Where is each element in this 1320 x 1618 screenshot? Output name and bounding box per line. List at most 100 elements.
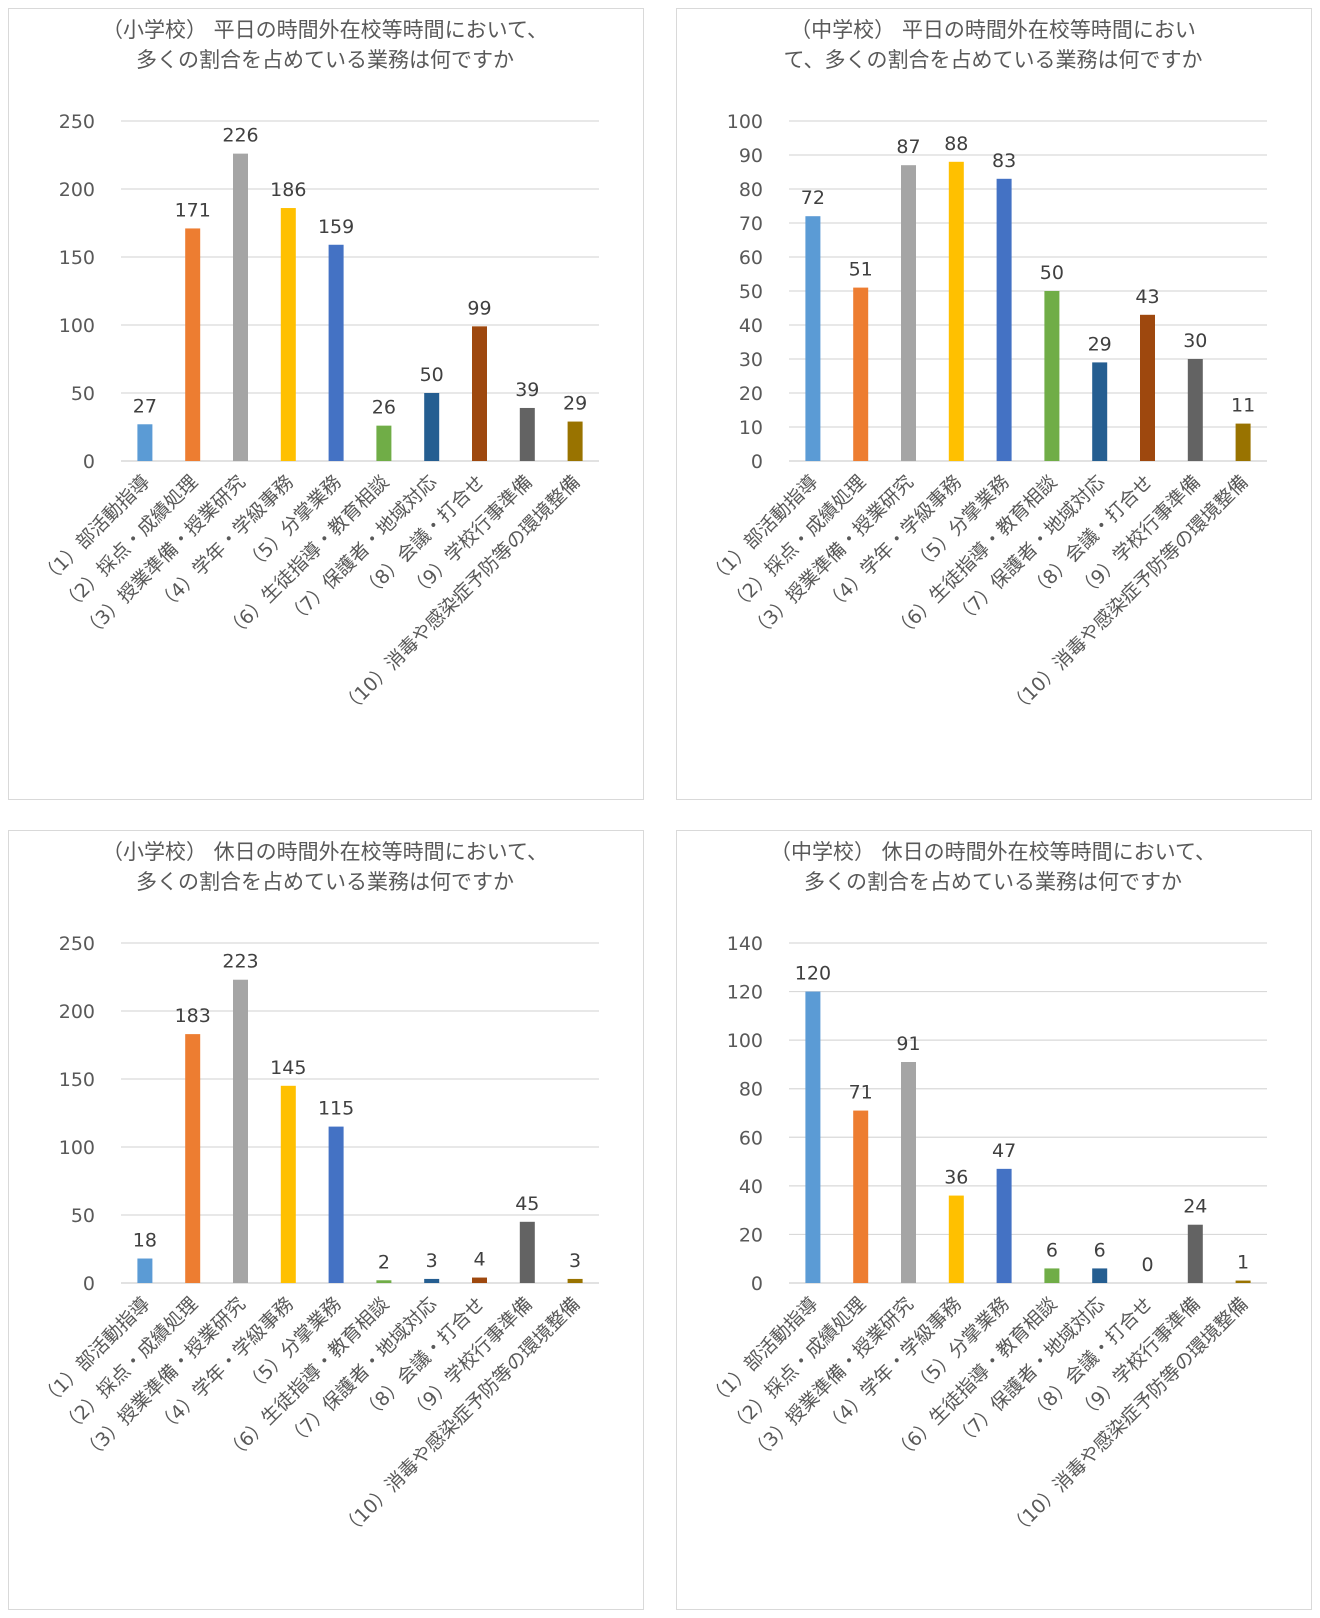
y-tick-label: 80	[739, 1079, 763, 1101]
bar	[520, 1222, 535, 1283]
data-label: 3	[426, 1250, 438, 1272]
y-tick-label: 50	[71, 383, 95, 405]
y-tick-label: 70	[739, 213, 763, 235]
bar-chart-junior-high-holiday: （中学校） 休日の時間外在校等時間において、多くの割合を占めている業務は何ですか…	[677, 831, 1311, 1609]
bar	[233, 154, 248, 461]
y-tick-label: 100	[59, 1137, 95, 1159]
y-tick-label: 0	[83, 1273, 95, 1295]
bar	[805, 992, 820, 1283]
bar	[424, 1279, 439, 1283]
bar	[1188, 1225, 1203, 1283]
bar	[1044, 1268, 1059, 1283]
y-tick-label: 200	[59, 1001, 95, 1023]
bar	[233, 980, 248, 1283]
y-tick-label: 60	[739, 1127, 763, 1149]
bar	[1188, 359, 1203, 461]
bar-chart-elementary-holiday: （小学校） 休日の時間外在校等時間において、多くの割合を占めている業務は何ですか…	[9, 831, 643, 1609]
y-tick-label: 10	[739, 417, 763, 439]
data-label: 24	[1183, 1196, 1207, 1218]
chart-panel-junior-high-holiday: （中学校） 休日の時間外在校等時間において、 多くの割合を占めている業務は何ですか…	[676, 830, 1312, 1610]
y-tick-label: 50	[71, 1205, 95, 1227]
chart-title-line: （小学校） 平日の時間外在校等時間において、	[102, 18, 548, 42]
data-label: 1	[1237, 1252, 1249, 1274]
y-tick-label: 250	[59, 933, 95, 955]
y-tick-label: 30	[739, 349, 763, 371]
bar	[901, 165, 916, 461]
bar	[1236, 1281, 1251, 1283]
data-label: 11	[1231, 395, 1255, 417]
chart-title-line: （小学校） 休日の時間外在校等時間において、	[102, 840, 548, 864]
chart-panel-elementary-weekday: （小学校） 平日の時間外在校等時間において、 多くの割合を占めている業務は何ですか…	[8, 8, 644, 800]
data-label: 30	[1183, 330, 1207, 352]
bar	[568, 1279, 583, 1283]
data-label: 6	[1046, 1239, 1058, 1261]
chart-panel-junior-high-weekday: （中学校） 平日の時間外在校等時間におい て、多くの割合を占めている業務は何ですか…	[676, 8, 1312, 800]
data-label: 120	[795, 963, 831, 985]
data-label: 91	[896, 1033, 920, 1055]
data-label: 71	[849, 1082, 873, 1104]
y-tick-label: 200	[59, 179, 95, 201]
y-tick-label: 150	[59, 247, 95, 269]
chart-title-line: 多くの割合を占めている業務は何ですか	[136, 48, 514, 72]
y-tick-label: 100	[727, 1030, 763, 1052]
data-label: 45	[515, 1193, 539, 1215]
chart-title-line: （中学校） 休日の時間外在校等時間において、	[770, 840, 1216, 864]
y-tick-label: 250	[59, 111, 95, 133]
data-label: 26	[372, 397, 396, 419]
data-label: 3	[569, 1250, 581, 1272]
bar	[376, 426, 391, 461]
data-label: 50	[1040, 262, 1064, 284]
bar	[137, 424, 152, 461]
bar	[901, 1062, 916, 1283]
data-label: 223	[222, 951, 258, 973]
bar	[1140, 315, 1155, 461]
data-label: 50	[420, 364, 444, 386]
data-label: 29	[563, 393, 587, 415]
data-label: 0	[1141, 1254, 1153, 1276]
y-tick-label: 0	[751, 451, 763, 473]
bar	[997, 1169, 1012, 1283]
chart-panel-elementary-holiday: （小学校） 休日の時間外在校等時間において、 多くの割合を占めている業務は何ですか…	[8, 830, 644, 1610]
y-tick-label: 100	[727, 111, 763, 133]
y-tick-label: 140	[727, 933, 763, 955]
data-label: 99	[467, 297, 491, 319]
data-label: 36	[944, 1167, 968, 1189]
data-label: 226	[222, 125, 258, 147]
bar	[949, 1196, 964, 1283]
data-label: 186	[270, 179, 306, 201]
bar	[997, 179, 1012, 461]
y-tick-label: 40	[739, 315, 763, 337]
bar	[281, 1086, 296, 1283]
y-tick-label: 120	[727, 982, 763, 1004]
data-label: 87	[896, 136, 920, 158]
data-label: 183	[175, 1005, 211, 1027]
bar	[1092, 1268, 1107, 1283]
chart-title-line: 多くの割合を占めている業務は何ですか	[136, 870, 514, 894]
data-label: 29	[1088, 333, 1112, 355]
bar	[805, 216, 820, 461]
data-label: 88	[944, 133, 968, 155]
bar	[185, 228, 200, 461]
y-tick-label: 20	[739, 1224, 763, 1246]
y-tick-label: 90	[739, 145, 763, 167]
bar	[1236, 424, 1251, 461]
bar	[329, 245, 344, 461]
y-tick-label: 40	[739, 1176, 763, 1198]
chart-title-line: 多くの割合を占めている業務は何ですか	[804, 870, 1182, 894]
bar	[424, 393, 439, 461]
bar-chart-junior-high-weekday: （中学校） 平日の時間外在校等時間において、多くの割合を占めている業務は何ですか…	[677, 9, 1311, 799]
data-label: 4	[473, 1249, 485, 1271]
data-label: 39	[515, 379, 539, 401]
data-label: 72	[801, 187, 825, 209]
chart-title-line: て、多くの割合を占めている業務は何ですか	[784, 48, 1203, 72]
bar	[853, 1111, 868, 1283]
y-tick-label: 150	[59, 1069, 95, 1091]
bar	[185, 1034, 200, 1283]
bar	[137, 1259, 152, 1283]
data-label: 18	[133, 1230, 157, 1252]
chart-title-line: （中学校） 平日の時間外在校等時間におい	[790, 18, 1196, 42]
y-tick-label: 50	[739, 281, 763, 303]
bar	[1044, 291, 1059, 461]
bar	[329, 1127, 344, 1283]
y-tick-label: 0	[751, 1273, 763, 1295]
